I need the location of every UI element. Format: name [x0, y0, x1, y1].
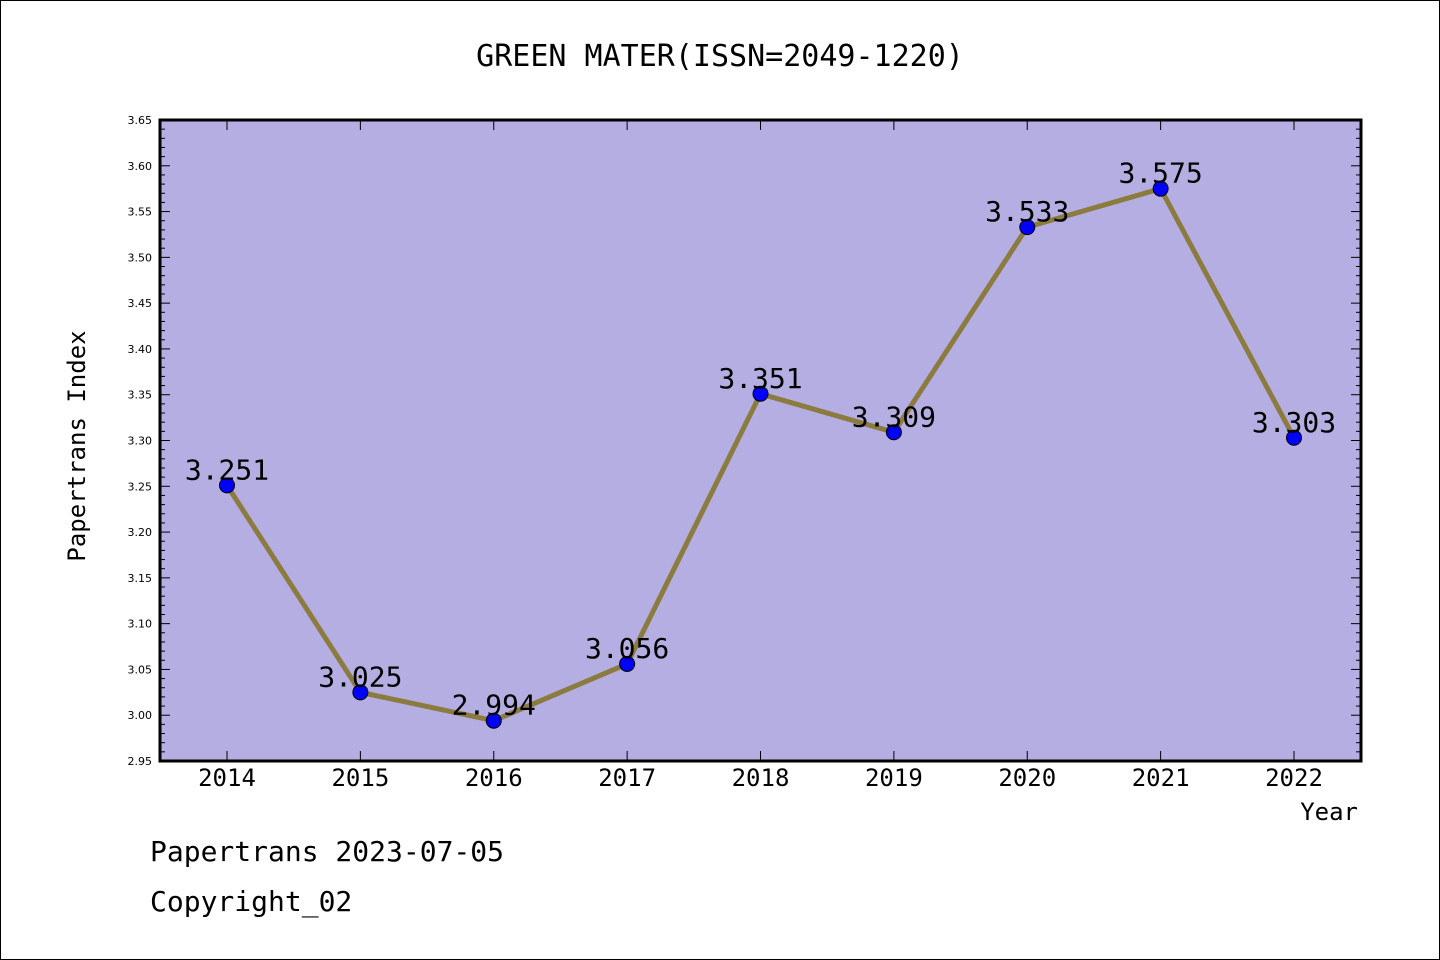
y-tick-label: 3.40	[128, 343, 153, 356]
y-tick-label: 3.45	[128, 297, 153, 310]
x-tick-label: 2014	[198, 764, 256, 792]
y-tick-label: 3.15	[128, 572, 153, 585]
data-label: 3.251	[185, 453, 269, 486]
y-tick-label: 3.30	[128, 435, 153, 448]
y-tick-label: 3.60	[128, 160, 153, 173]
y-tick-label: 3.05	[128, 663, 153, 676]
y-tick-label: 3.00	[128, 709, 153, 722]
x-tick-label: 2022	[1265, 764, 1323, 792]
data-point	[1286, 429, 1302, 446]
y-tick-label: 2.95	[128, 755, 153, 768]
y-tick-label: 3.25	[128, 480, 153, 493]
plot-area	[158, 118, 1363, 763]
y-axis: 2.95 3.00 3.05 3.10 3.15 3.20 3.25 3.30 3.35 3.40…	[128, 114, 1361, 768]
data-point	[485, 712, 502, 729]
series-group: 3.251 3.025 2.994 3.056 3.351 3.309 3.533 3.575…	[185, 157, 1336, 729]
x-tick-label: 2019	[865, 764, 923, 792]
x-tick-label: 2018	[732, 764, 790, 792]
x-tick-label: 2020	[998, 764, 1056, 792]
data-label: 3.303	[1252, 406, 1336, 439]
y-tick-label: 3.10	[128, 618, 153, 631]
data-point	[1152, 180, 1169, 197]
footer-copyright: Copyright_02	[150, 885, 353, 918]
data-point	[352, 684, 369, 701]
data-point	[619, 655, 636, 672]
data-label: 3.533	[985, 195, 1069, 228]
x-axis: 2014 2015 2016 2017 2018 2019 2020 2021 2022	[198, 120, 1323, 792]
y-tick-label: 3.35	[128, 389, 153, 402]
y-axis-label: Papertrans Index	[63, 330, 91, 561]
x-tick-label: 2016	[465, 764, 523, 792]
data-point	[885, 424, 902, 441]
data-point	[1019, 219, 1036, 236]
x-tick-label: 2015	[331, 764, 389, 792]
data-label: 2.994	[452, 689, 536, 722]
x-axis-label: Year	[1300, 798, 1358, 826]
chart-title: GREEN MATER(ISSN=2049-1220)	[476, 39, 964, 74]
x-tick-label: 2017	[598, 764, 656, 792]
y-tick-label: 3.65	[128, 114, 153, 127]
data-point	[752, 385, 769, 402]
data-label: 3.575	[1118, 157, 1202, 190]
data-label: 3.351	[718, 362, 802, 395]
y-tick-label: 3.20	[128, 526, 153, 539]
x-tick-label: 2021	[1132, 764, 1190, 792]
data-label: 3.309	[852, 400, 936, 433]
data-point	[219, 477, 235, 494]
data-label: 3.025	[318, 660, 402, 693]
y-tick-label: 3.55	[128, 206, 153, 219]
data-label: 3.056	[585, 632, 669, 665]
footer-date: Papertrans 2023-07-05	[150, 835, 505, 868]
y-tick-label: 3.50	[128, 251, 153, 264]
